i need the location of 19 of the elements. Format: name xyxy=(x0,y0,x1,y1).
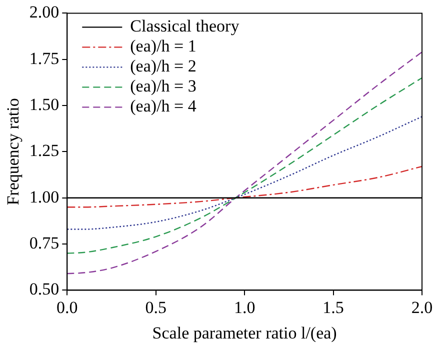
legend-label: (ea)/h = 2 xyxy=(130,56,196,76)
y-tick-label: 1.00 xyxy=(29,187,60,206)
y-tick-label: 0.50 xyxy=(29,280,60,299)
x-tick-label: 2.0 xyxy=(411,298,433,317)
x-tick-label: 1.0 xyxy=(234,298,256,317)
x-tick-label: 0.5 xyxy=(145,298,166,317)
legend-label: Classical theory xyxy=(130,16,240,36)
legend-label: (ea)/h = 3 xyxy=(130,76,196,96)
y-tick-label: 1.50 xyxy=(29,95,60,114)
y-tick-label: 1.75 xyxy=(29,48,60,68)
legend-label: (ea)/h = 4 xyxy=(130,96,197,116)
y-tick-label: 0.75 xyxy=(29,234,60,252)
y-tick-label: 2.00 xyxy=(29,2,60,22)
y-tick-label: 1.25 xyxy=(29,141,60,160)
x-tick-label: 1.5 xyxy=(322,298,344,317)
x-axis-title: Scale parameter ratio l/(ea) xyxy=(152,323,337,342)
x-tick-label: 0.0 xyxy=(56,298,78,317)
y-axis-title: Frequency ratio xyxy=(4,98,23,206)
legend-label: (ea)/h = 1 xyxy=(130,36,196,56)
